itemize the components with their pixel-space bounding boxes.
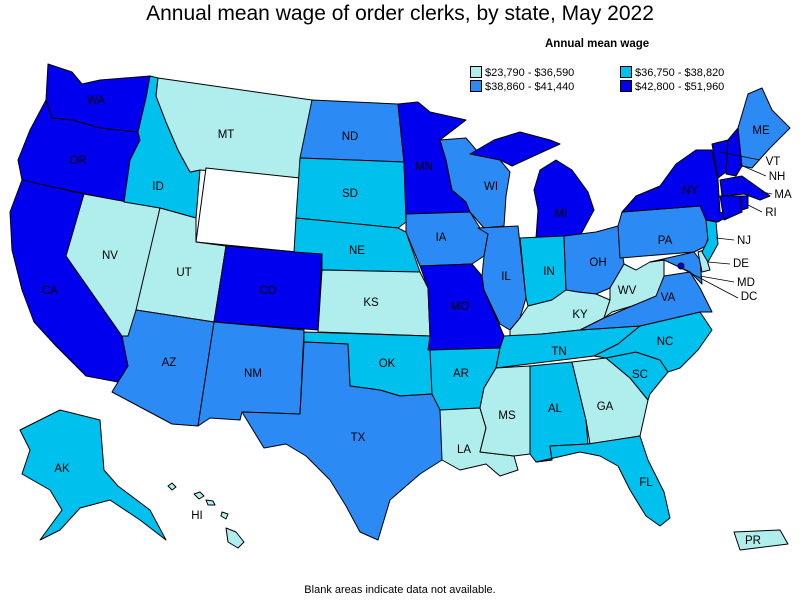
label-nh: NH [769, 171, 786, 183]
state-de[interactable] [697, 249, 711, 273]
state-me[interactable] [737, 87, 791, 169]
label-id: ID [152, 181, 164, 193]
label-tx: TX [351, 432, 366, 444]
label-va: VA [661, 292, 676, 304]
label-ga: GA [597, 401, 614, 413]
map-title: Annual mean wage of order clerks, by sta… [146, 2, 654, 25]
leader-de [707, 261, 731, 265]
state-dc[interactable] [677, 262, 685, 270]
label-de: DE [733, 258, 749, 270]
label-mi: MI [555, 208, 568, 220]
state-nc[interactable] [593, 311, 713, 373]
state-md[interactable] [649, 251, 703, 285]
legend-label-bin-1: $23,790 - $36,590 [485, 67, 575, 79]
legend-item-bin-4: $42,800 - $51,960 [620, 80, 724, 93]
state-hi[interactable] [167, 482, 245, 549]
label-tn: TN [551, 346, 566, 358]
label-hi: HI [191, 510, 203, 522]
label-oh: OH [589, 257, 606, 269]
state-pa[interactable] [617, 205, 713, 259]
label-vt: VT [766, 156, 781, 168]
label-pa: PA [658, 235, 673, 247]
state-nm[interactable] [197, 321, 305, 427]
state-ms[interactable] [479, 365, 531, 457]
state-wy[interactable] [195, 167, 301, 253]
label-ks: KS [363, 297, 379, 309]
leader-md [699, 275, 735, 283]
label-mt: MT [218, 129, 235, 141]
label-nm: NM [244, 368, 262, 380]
label-sd: SD [342, 188, 358, 200]
label-ca: CA [42, 285, 58, 297]
leader-nh [737, 163, 767, 177]
leader-dc [680, 267, 739, 299]
label-nc: NC [657, 336, 674, 348]
label-az: AZ [162, 357, 177, 369]
label-al: AL [548, 403, 563, 415]
label-ri: RI [765, 207, 777, 219]
label-in: IN [543, 266, 555, 278]
leader-nj [715, 237, 735, 241]
label-ia: IA [436, 232, 447, 244]
label-ut: UT [176, 267, 191, 279]
state-sd[interactable] [295, 157, 407, 229]
legend-label-bin-4: $42,800 - $51,960 [635, 81, 725, 93]
footnote: Blank areas indicate data not available. [304, 584, 496, 596]
label-me: ME [752, 125, 770, 137]
label-ms: MS [498, 410, 516, 422]
state-ny[interactable] [621, 149, 729, 223]
label-dc: DC [741, 291, 758, 303]
label-or: OR [69, 155, 86, 167]
label-ar: AR [453, 368, 469, 380]
leader-ri [745, 203, 763, 213]
label-ma: MA [774, 189, 792, 201]
label-wv: WV [618, 285, 637, 297]
state-pr[interactable] [733, 529, 789, 551]
label-wa: WA [87, 95, 105, 107]
label-co: CO [259, 285, 276, 297]
legend-title: Annual mean wage [545, 38, 650, 50]
state-ct[interactable] [719, 195, 743, 221]
label-ny: NY [682, 185, 698, 197]
label-ok: OK [379, 358, 396, 370]
label-mo: MO [451, 301, 470, 313]
legend-swatch-bin-3 [470, 80, 482, 92]
label-nj: NJ [737, 235, 751, 247]
leader-ma [761, 191, 773, 195]
label-la: LA [457, 444, 471, 456]
legend-item-bin-2: $36,750 - $38,820 [620, 66, 724, 79]
legend-swatch-bin-2 [620, 66, 632, 78]
label-ky: KY [572, 309, 588, 321]
label-nd: ND [342, 131, 359, 143]
leader-vt [719, 151, 761, 161]
legend-label-bin-2: $36,750 - $38,820 [635, 67, 725, 79]
label-fl: FL [639, 477, 653, 489]
state-mi[interactable] [469, 131, 595, 239]
label-ak: AK [54, 463, 70, 475]
state-tx[interactable] [241, 341, 443, 541]
label-il: IL [501, 271, 511, 283]
label-sc: SC [632, 369, 648, 381]
state-wv[interactable] [603, 259, 665, 319]
state-ri[interactable] [739, 195, 749, 211]
legend-item-bin-3: $38,860 - $41,440 [470, 80, 574, 93]
legend-label-bin-3: $38,860 - $41,440 [485, 81, 575, 93]
label-pr: PR [745, 535, 761, 547]
state-ak[interactable] [19, 409, 167, 541]
state-ia[interactable] [405, 211, 489, 267]
label-nv: NV [102, 250, 118, 262]
legend-swatch-bin-1 [470, 66, 482, 78]
state-fl[interactable] [535, 435, 671, 527]
legend-item-bin-1: $23,790 - $36,590 [470, 66, 574, 79]
label-ne: NE [349, 245, 365, 257]
label-mn: MN [415, 161, 433, 173]
label-md: MD [737, 277, 755, 289]
legend-swatch-bin-4 [620, 80, 632, 92]
label-wi: WI [484, 181, 498, 193]
